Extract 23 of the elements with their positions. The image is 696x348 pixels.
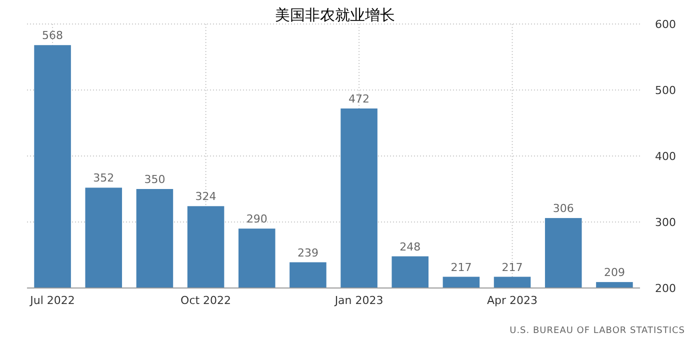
data-label: 568: [42, 29, 64, 42]
data-label: 248: [400, 240, 421, 254]
y-tick-label: 600: [655, 18, 676, 31]
x-tick-label: Oct 2022: [180, 294, 232, 307]
x-tick-label: Jan 2023: [334, 294, 384, 307]
data-label: 217: [502, 260, 523, 274]
data-label: 324: [195, 190, 216, 204]
data-label: 306: [552, 202, 574, 216]
data-label: 217: [450, 260, 472, 274]
y-tick-label: 400: [655, 150, 676, 163]
data-label: 209: [604, 266, 625, 280]
data-label: 352: [93, 172, 114, 185]
y-tick-label: 200: [655, 282, 676, 295]
data-label: 290: [246, 212, 268, 226]
data-label: 239: [297, 246, 318, 260]
x-tick-label: Apr 2023: [487, 294, 538, 307]
x-tick-label: Jul 2022: [29, 294, 75, 307]
y-tick-label: 300: [655, 216, 676, 229]
chart-title: 美国非农就业增长: [275, 6, 395, 24]
y-tick-label: 500: [655, 84, 676, 97]
data-label: 350: [144, 173, 166, 186]
data-label: 472: [348, 92, 370, 106]
text: U.S. BUREAU OF LABOR STATISTICS: [510, 326, 685, 336]
